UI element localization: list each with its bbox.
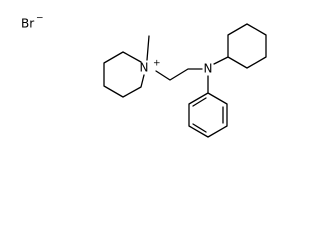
- molecule: Br − N + N: [21, 14, 267, 138]
- atom-charge: +: [153, 59, 161, 69]
- atom-charge: −: [36, 14, 44, 24]
- atom-label: N: [140, 61, 149, 75]
- bonds: [103, 51, 145, 98]
- bonds: [155, 68, 203, 81]
- bonds: [213, 23, 267, 69]
- bond: [146, 35, 150, 61]
- atom-label: Br: [21, 17, 34, 31]
- double-bonds: [192, 97, 224, 133]
- atom-label: N: [204, 62, 213, 76]
- bonds: [188, 75, 228, 138]
